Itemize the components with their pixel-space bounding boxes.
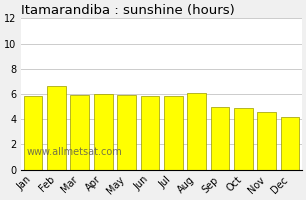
- Bar: [70, 95, 89, 170]
- Bar: [47, 86, 66, 170]
- Bar: [94, 94, 113, 170]
- Bar: [257, 112, 276, 170]
- Text: Itamarandiba : sunshine (hours): Itamarandiba : sunshine (hours): [21, 4, 235, 17]
- Bar: [24, 96, 43, 170]
- Bar: [187, 93, 206, 170]
- Bar: [164, 96, 183, 170]
- Bar: [234, 108, 253, 170]
- Bar: [211, 107, 230, 170]
- Text: www.allmetsat.com: www.allmetsat.com: [27, 147, 123, 157]
- Bar: [140, 96, 159, 170]
- Bar: [281, 117, 300, 170]
- Bar: [117, 95, 136, 170]
